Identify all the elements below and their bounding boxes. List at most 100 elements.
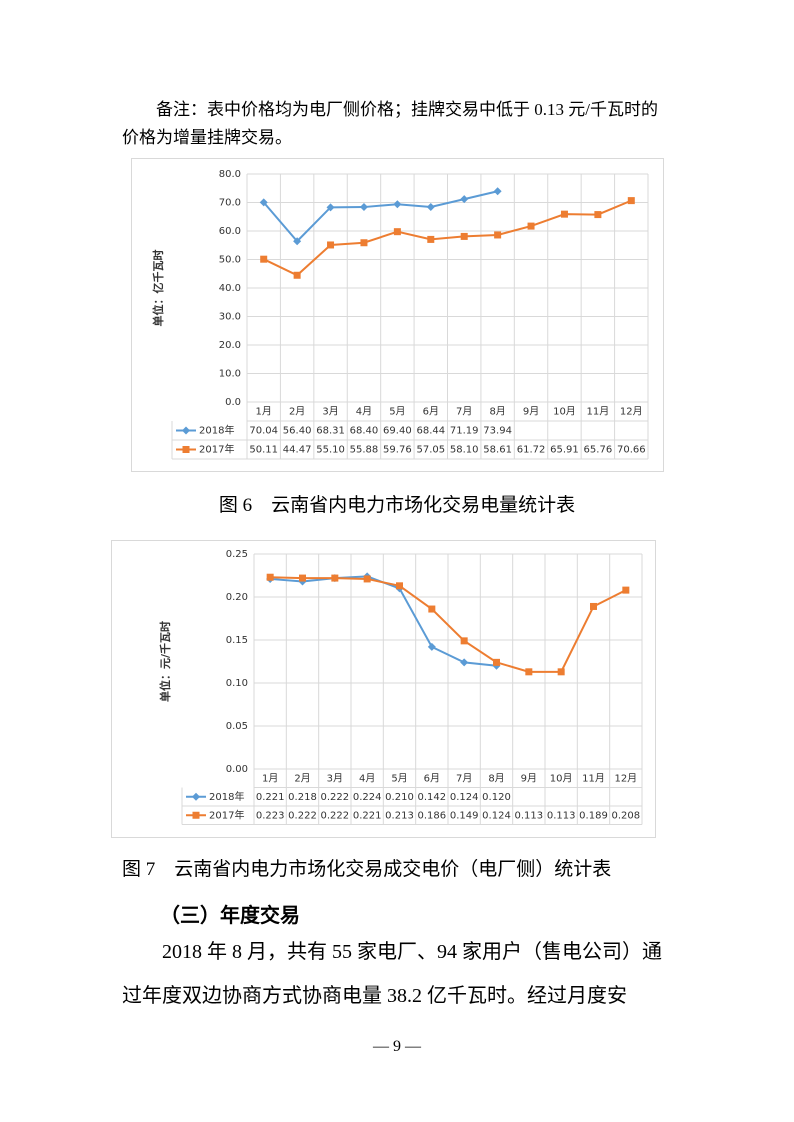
table-value: 55.88 — [350, 445, 379, 456]
x-tick-label: 1月 — [262, 772, 278, 784]
marker — [525, 668, 533, 676]
table-value: 0.218 — [288, 792, 317, 803]
x-tick-label: 2月 — [289, 406, 305, 418]
table-value: 0.210 — [385, 792, 414, 803]
marker — [590, 602, 597, 610]
table-value: 65.91 — [550, 445, 579, 456]
table-value: 0.221 — [353, 810, 382, 821]
y-tick-label: 80.0 — [219, 169, 241, 180]
table-value: 70.66 — [617, 445, 646, 456]
table-value: 71.19 — [450, 426, 479, 437]
table-value: 0.208 — [612, 810, 641, 821]
marker — [327, 241, 335, 249]
x-tick-label: 4月 — [356, 406, 372, 418]
table-value: 0.186 — [418, 810, 447, 821]
marker — [299, 574, 306, 582]
marker — [359, 203, 368, 212]
table-value: 0.222 — [321, 810, 350, 821]
table-value: 68.31 — [316, 426, 345, 437]
y-tick-label: 0.05 — [226, 721, 248, 732]
x-tick-label: 3月 — [327, 772, 343, 784]
marker — [427, 642, 436, 651]
paragraph: 2018 年 8 月，共有 55 家电厂、94 家用户（售电公司）通过年度双边协… — [122, 941, 662, 1007]
y-tick-label: 0.25 — [226, 549, 248, 560]
marker — [622, 586, 630, 594]
chart-border — [131, 158, 664, 472]
table-value: 50.11 — [249, 445, 278, 456]
chart: 0.00 0.05 0.10 0.15 0.20 0.25 1月 2月 3月 4月 5月 6月 7月 8月… — [111, 540, 656, 838]
table-value: 0.222 — [288, 810, 317, 821]
y-tick-label: 10.0 — [219, 369, 241, 380]
table-value: 0.120 — [482, 792, 511, 803]
table-value: 0.149 — [450, 810, 479, 821]
y-tick-label: 20.0 — [219, 340, 241, 351]
heading: （三）年度交易 — [160, 905, 300, 927]
marker — [259, 198, 268, 207]
series-line — [263, 199, 632, 277]
x-tick-label: 3月 — [322, 406, 338, 418]
x-tick-label: 9月 — [523, 406, 539, 418]
x-tick-label: 1月 — [256, 406, 272, 418]
x-tick-label: 4月 — [359, 772, 375, 784]
chart: 0.0 10.0 20.0 30.0 40.0 50.0 60.0 70.0 80.0 1月 2月 3… — [131, 158, 664, 472]
x-tick-label: 11月 — [582, 772, 605, 784]
caption: 图 6 云南省内电力市场化交易电量统计表 — [218, 495, 576, 516]
page-number: — 9 — — [373, 1038, 421, 1055]
x-tick-label: 5月 — [391, 772, 407, 784]
caption: 图 7 云南省内电力市场化交易成交电价（电厂侧）统计表 — [122, 859, 612, 880]
legend-label: 2018年 — [209, 790, 244, 803]
y-tick-label: 60.0 — [219, 226, 241, 237]
table-value: 65.76 — [584, 445, 613, 456]
y-tick-label: 70.0 — [219, 198, 241, 209]
y-axis-label: 单位：亿千瓦时 — [151, 250, 165, 327]
marker — [493, 658, 500, 666]
table-value: 69.40 — [383, 426, 412, 437]
y-axis-label: 单位：元/千瓦时 — [158, 621, 172, 702]
table-value: 57.05 — [416, 445, 445, 456]
table-value: 73.94 — [483, 426, 512, 437]
table-value: 0.113 — [515, 810, 544, 821]
x-tick-label: 9月 — [521, 772, 537, 784]
table-value: 0.224 — [353, 792, 382, 803]
marker — [360, 239, 368, 247]
table-value: 0.142 — [418, 792, 447, 803]
marker — [192, 811, 200, 819]
marker — [182, 446, 190, 453]
y-tick-label: 0.00 — [226, 764, 248, 775]
marker — [260, 255, 268, 263]
marker — [326, 203, 335, 212]
marker — [460, 637, 468, 645]
legend-label: 2018年 — [199, 424, 234, 437]
x-tick-label: 7月 — [456, 772, 472, 784]
marker — [527, 222, 535, 230]
series-line — [270, 576, 627, 673]
legend-label: 2017年 — [199, 443, 234, 456]
x-tick-label: 11月 — [587, 406, 610, 418]
marker — [192, 792, 200, 801]
table-value: 0.221 — [256, 792, 285, 803]
y-tick-label: 0.20 — [226, 592, 248, 603]
table-value: 0.113 — [547, 810, 576, 821]
marker — [182, 426, 190, 435]
table-value: 0.213 — [385, 810, 414, 821]
marker — [266, 573, 274, 581]
x-tick-label: 6月 — [424, 772, 440, 784]
table-value: 55.10 — [316, 445, 345, 456]
marker — [363, 575, 371, 583]
table-value: 58.10 — [450, 445, 479, 456]
table-value: 58.61 — [483, 445, 512, 456]
marker — [396, 582, 403, 590]
table-value: 0.124 — [482, 810, 511, 821]
marker — [560, 210, 568, 218]
x-tick-label: 6月 — [423, 406, 439, 418]
legend-label: 2017年 — [209, 808, 244, 821]
marker — [427, 235, 435, 243]
x-tick-label: 12月 — [620, 406, 643, 418]
table-value: 70.04 — [249, 426, 278, 437]
x-tick-label: 10月 — [550, 772, 573, 784]
marker — [627, 197, 635, 205]
marker — [293, 237, 302, 246]
marker — [393, 200, 402, 209]
table-value: 0.223 — [256, 810, 285, 821]
